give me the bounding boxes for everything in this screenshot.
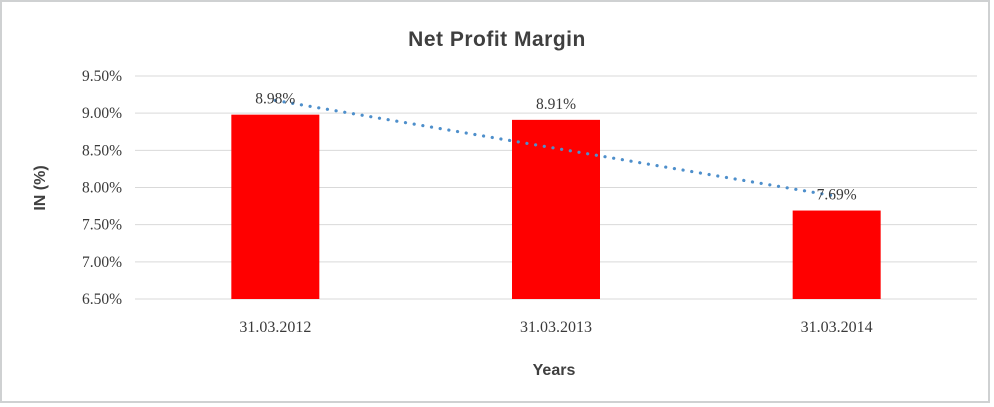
bar-value-label: 8.98% bbox=[255, 91, 295, 108]
x-category-label: 31.03.2013 bbox=[520, 319, 592, 336]
bar bbox=[231, 114, 320, 299]
x-category-label: 31.03.2014 bbox=[801, 319, 873, 336]
y-tick-label: 9.50% bbox=[82, 68, 122, 85]
trendline bbox=[273, 98, 839, 198]
x-category-label: 31.03.2012 bbox=[239, 319, 311, 336]
y-tick-label: 7.00% bbox=[82, 254, 122, 271]
bar bbox=[512, 119, 600, 300]
y-tick-label: 7.50% bbox=[82, 217, 122, 234]
bar-value-label: 7.69% bbox=[817, 187, 857, 204]
y-tick-label: 8.50% bbox=[82, 142, 122, 159]
y-tick-label: 6.50% bbox=[82, 291, 122, 308]
chart-title: Net Profit Margin bbox=[408, 28, 586, 51]
y-tick-label: 9.00% bbox=[82, 105, 122, 122]
bar-value-label: 8.91% bbox=[536, 96, 576, 113]
y-tick-label: 8.00% bbox=[82, 180, 122, 197]
x-axis-title: Years bbox=[532, 362, 576, 379]
bar bbox=[792, 210, 881, 299]
